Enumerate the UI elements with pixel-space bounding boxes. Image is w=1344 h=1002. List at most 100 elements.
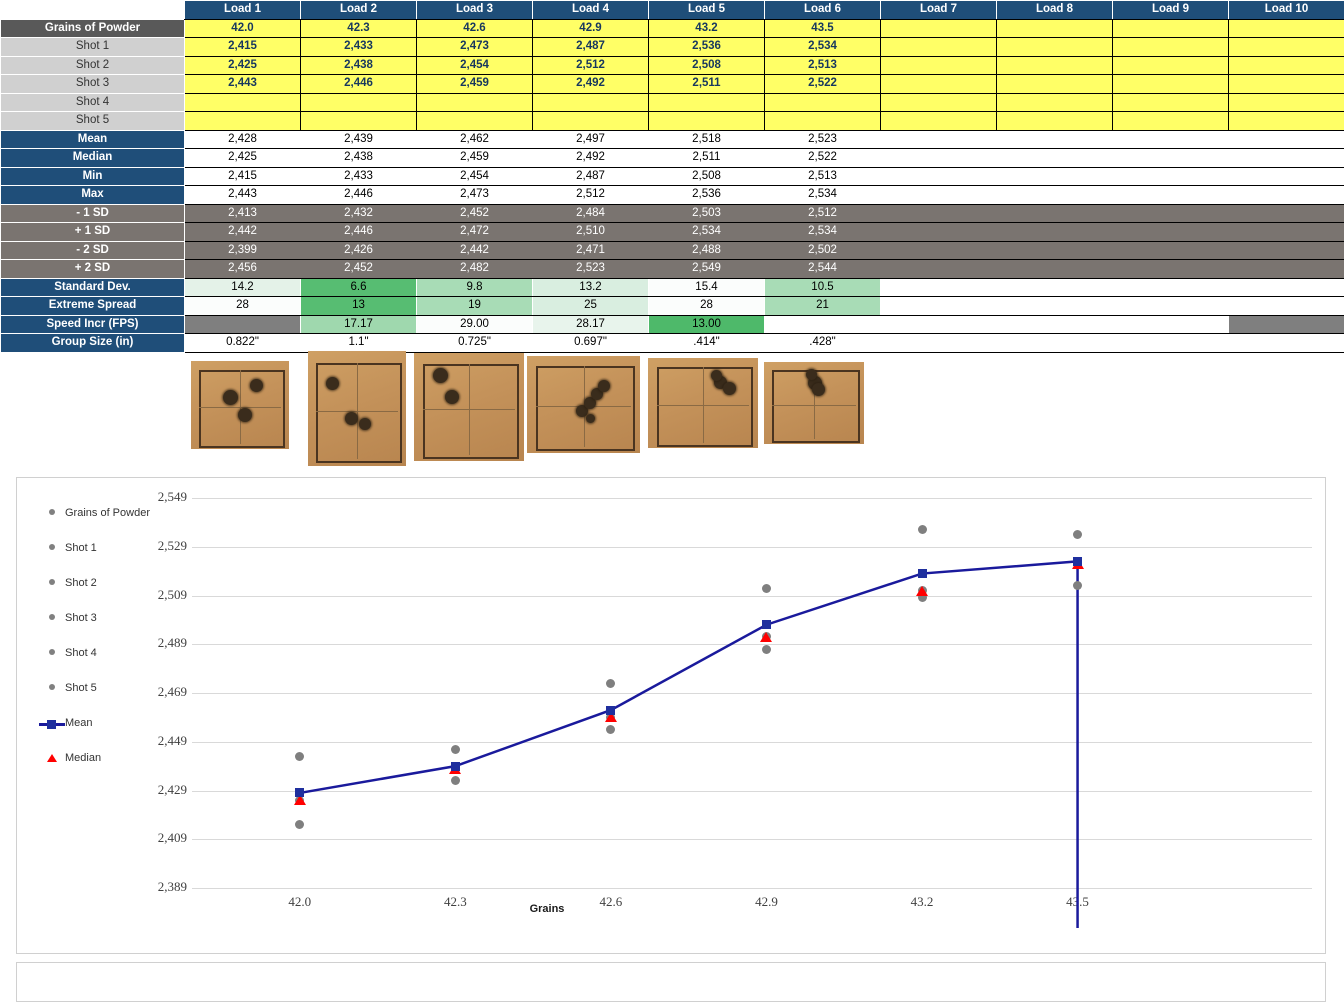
cell[interactable] — [881, 130, 997, 149]
legend-item-shot-4[interactable]: Shot 4 — [39, 646, 154, 681]
cell[interactable]: 2,523 — [765, 130, 881, 149]
cell[interactable] — [1113, 186, 1229, 205]
cell[interactable]: 10.5 — [765, 278, 881, 297]
cell[interactable] — [1113, 93, 1229, 112]
cell[interactable] — [1229, 297, 1344, 316]
cell[interactable] — [649, 93, 765, 112]
cell[interactable] — [997, 278, 1113, 297]
cell[interactable]: 2,492 — [533, 75, 649, 94]
cell[interactable]: 2,452 — [417, 204, 533, 223]
cell[interactable]: 2,454 — [417, 56, 533, 75]
cell[interactable]: 2,503 — [649, 204, 765, 223]
cell[interactable]: 42.3 — [301, 19, 417, 38]
cell[interactable]: 19 — [417, 297, 533, 316]
cell[interactable] — [1229, 315, 1344, 334]
cell[interactable]: 2,508 — [649, 167, 765, 186]
cell[interactable] — [1229, 204, 1344, 223]
cell[interactable]: 2,534 — [765, 38, 881, 57]
cell[interactable] — [881, 56, 997, 75]
cell[interactable]: 2,512 — [533, 56, 649, 75]
cell[interactable]: 21 — [765, 297, 881, 316]
cell[interactable] — [997, 167, 1113, 186]
target-load-5[interactable] — [648, 358, 758, 448]
cell[interactable] — [1113, 56, 1229, 75]
cell[interactable]: 2,415 — [185, 167, 301, 186]
cell[interactable]: 2,536 — [649, 38, 765, 57]
cell[interactable] — [1229, 186, 1344, 205]
cell[interactable] — [185, 112, 301, 131]
cell[interactable] — [881, 167, 997, 186]
cell[interactable] — [1113, 315, 1229, 334]
cell[interactable]: 2,415 — [185, 38, 301, 57]
cell[interactable]: 2,473 — [417, 38, 533, 57]
cell[interactable] — [1229, 149, 1344, 168]
cell[interactable] — [1229, 93, 1344, 112]
cell[interactable]: 2,472 — [417, 223, 533, 242]
cell[interactable] — [881, 149, 997, 168]
target-load-4[interactable] — [527, 356, 640, 453]
cell[interactable]: 2,492 — [533, 149, 649, 168]
cell[interactable]: 2,428 — [185, 130, 301, 149]
cell[interactable]: 17.17 — [301, 315, 417, 334]
cell[interactable] — [765, 93, 881, 112]
cell[interactable] — [881, 223, 997, 242]
cell[interactable] — [1229, 19, 1344, 38]
target-load-2[interactable] — [308, 351, 406, 466]
cell[interactable] — [881, 19, 997, 38]
cell[interactable] — [997, 204, 1113, 223]
cell[interactable] — [765, 112, 881, 131]
cell[interactable] — [417, 112, 533, 131]
cell[interactable] — [881, 315, 997, 334]
cell[interactable]: 28.17 — [533, 315, 649, 334]
cell[interactable]: 42.6 — [417, 19, 533, 38]
cell[interactable] — [1113, 241, 1229, 260]
cell[interactable]: 2,439 — [301, 130, 417, 149]
cell[interactable] — [881, 38, 997, 57]
cell[interactable]: 2,510 — [533, 223, 649, 242]
cell[interactable]: 2,443 — [185, 186, 301, 205]
cell[interactable] — [533, 112, 649, 131]
cell[interactable] — [881, 75, 997, 94]
cell[interactable] — [1229, 75, 1344, 94]
cell[interactable]: 2,456 — [185, 260, 301, 279]
cell[interactable] — [1229, 38, 1344, 57]
cell[interactable]: 2,513 — [765, 167, 881, 186]
cell[interactable]: 42.0 — [185, 19, 301, 38]
cell[interactable] — [881, 278, 997, 297]
cell[interactable]: 2,484 — [533, 204, 649, 223]
cell[interactable]: 2,487 — [533, 167, 649, 186]
cell[interactable] — [881, 112, 997, 131]
cell[interactable] — [533, 93, 649, 112]
legend-item-grains-of-powder[interactable]: Grains of Powder — [39, 506, 154, 541]
cell[interactable] — [1113, 130, 1229, 149]
cell[interactable]: 14.2 — [185, 278, 301, 297]
cell[interactable]: 2,399 — [185, 241, 301, 260]
cell[interactable] — [997, 75, 1113, 94]
target-load-1[interactable] — [191, 361, 289, 449]
cell[interactable] — [1113, 278, 1229, 297]
cell[interactable] — [1229, 130, 1344, 149]
cell[interactable] — [185, 93, 301, 112]
cell[interactable]: 2,482 — [417, 260, 533, 279]
cell[interactable] — [881, 297, 997, 316]
cell[interactable]: 29.00 — [417, 315, 533, 334]
cell[interactable] — [1113, 75, 1229, 94]
cell[interactable]: 2,534 — [765, 186, 881, 205]
cell[interactable]: 2,426 — [301, 241, 417, 260]
cell[interactable] — [1113, 19, 1229, 38]
cell[interactable]: 2,446 — [301, 186, 417, 205]
cell[interactable] — [417, 93, 533, 112]
cell[interactable]: 2,523 — [533, 260, 649, 279]
cell[interactable]: 2,442 — [417, 241, 533, 260]
cell[interactable]: 2,502 — [765, 241, 881, 260]
cell[interactable]: 2,454 — [417, 167, 533, 186]
cell[interactable]: 2,473 — [417, 186, 533, 205]
cell[interactable] — [1113, 149, 1229, 168]
cell[interactable] — [997, 223, 1113, 242]
cell[interactable]: 2,442 — [185, 223, 301, 242]
cell[interactable] — [765, 315, 881, 334]
cell[interactable]: 2,413 — [185, 204, 301, 223]
target-load-3[interactable] — [414, 353, 524, 461]
cell[interactable]: 2,534 — [765, 223, 881, 242]
cell[interactable] — [881, 260, 997, 279]
